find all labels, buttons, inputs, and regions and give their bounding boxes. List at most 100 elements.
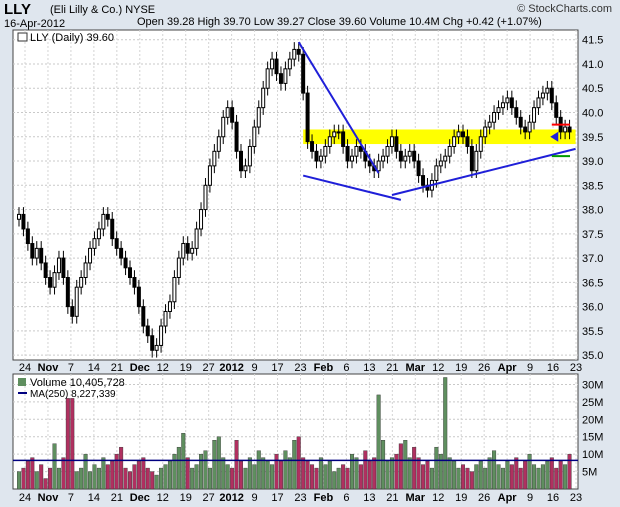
price-x-label: 17 xyxy=(271,362,283,374)
volume-bar xyxy=(292,440,297,490)
volume-x-label: Apr xyxy=(498,492,518,504)
price-x-label: Mar xyxy=(406,362,426,374)
candle-body xyxy=(65,277,70,308)
price-x-label: 16 xyxy=(547,362,559,374)
candle-body xyxy=(389,136,394,147)
candle-body xyxy=(119,247,124,259)
volume-bar xyxy=(141,457,146,490)
volume-bar xyxy=(323,464,328,490)
volume-bar xyxy=(367,460,372,490)
price-x-label: 21 xyxy=(386,362,398,374)
candle-body xyxy=(310,141,315,152)
volume-bar xyxy=(500,467,505,490)
volume-bar xyxy=(532,464,537,490)
candle-body xyxy=(25,228,30,245)
candle-body xyxy=(96,228,101,240)
candle-body xyxy=(199,209,204,230)
volume-bar xyxy=(443,377,448,490)
candle-body xyxy=(518,116,523,128)
price-tick-label: 40.5 xyxy=(582,83,603,95)
candle-body xyxy=(278,73,283,84)
volume-tick-label: 5M xyxy=(582,467,597,479)
volume-x-label: 6 xyxy=(343,492,349,504)
company-label: (Eli Lilly & Co.) xyxy=(50,4,123,16)
price-panel xyxy=(12,29,579,361)
candle-body xyxy=(523,126,528,133)
candle-body xyxy=(540,92,545,99)
volume-bar xyxy=(385,460,390,490)
volume-bar xyxy=(407,457,412,490)
volume-bar xyxy=(110,460,115,490)
volume-bar xyxy=(172,453,177,490)
candle-body xyxy=(274,58,279,75)
volume-bar xyxy=(114,453,119,490)
price-legend: LLY (Daily) 39.60 xyxy=(30,32,114,44)
volume-bar xyxy=(567,453,572,490)
candle-body xyxy=(350,155,354,162)
candle-body xyxy=(176,257,181,278)
candle-body xyxy=(167,301,172,312)
candle-body xyxy=(496,107,501,113)
price-x-label: 12 xyxy=(157,362,169,374)
volume-bar xyxy=(487,457,492,490)
volume-bar xyxy=(230,467,235,490)
volume-x-label: 21 xyxy=(386,492,398,504)
volume-bar xyxy=(318,457,323,490)
volume-bar xyxy=(154,474,159,490)
candle-body xyxy=(79,277,84,288)
volume-bar xyxy=(518,467,523,490)
candle-body xyxy=(243,165,248,172)
volume-bar xyxy=(314,467,319,490)
candle-body xyxy=(292,48,297,60)
volume-bar xyxy=(181,433,186,490)
candle-body xyxy=(465,136,470,147)
candle-body xyxy=(443,155,448,162)
volume-bar xyxy=(514,457,519,490)
candle-body xyxy=(252,126,257,147)
price-tick-label: 41.5 xyxy=(582,35,603,47)
candle-body xyxy=(509,97,514,109)
volume-bar xyxy=(438,453,443,490)
volume-bar xyxy=(492,450,497,490)
price-x-label: 14 xyxy=(88,362,100,374)
candle-body xyxy=(412,150,417,162)
volume-bar xyxy=(34,471,39,490)
volume-x-label: Feb xyxy=(314,492,334,504)
volume-bar xyxy=(341,464,346,490)
candle-body xyxy=(216,136,221,152)
candle-body xyxy=(52,272,57,288)
candle-body xyxy=(225,107,230,118)
candle-body xyxy=(327,136,332,147)
volume-bar xyxy=(48,467,53,490)
volume-x-label: 19 xyxy=(455,492,467,504)
candle-body xyxy=(456,131,461,138)
volume-x-label: 17 xyxy=(271,492,283,504)
volume-bar xyxy=(247,457,252,490)
volume-x-label: 12 xyxy=(157,492,169,504)
candle-body xyxy=(332,131,337,138)
price-tick-label: 41.0 xyxy=(582,59,603,71)
volume-x-label: 9 xyxy=(252,492,258,504)
volume-x-label: Nov xyxy=(38,492,60,504)
volume-bar xyxy=(79,467,84,490)
price-tick-label: 38.0 xyxy=(582,205,603,217)
price-x-label: 21 xyxy=(111,362,123,374)
candle-body xyxy=(92,238,97,249)
candle-body xyxy=(203,184,208,211)
volume-x-label: 19 xyxy=(180,492,192,504)
candle-body xyxy=(447,145,452,157)
volume-bar xyxy=(52,443,57,490)
volume-x-label: Mar xyxy=(406,492,426,504)
price-x-label: 6 xyxy=(343,362,349,374)
price-x-label: 7 xyxy=(68,362,74,374)
volume-x-label: 14 xyxy=(88,492,100,504)
volume-bar xyxy=(558,460,563,490)
volume-bar xyxy=(119,446,124,490)
price-x-label: 23 xyxy=(294,362,306,374)
volume-bar xyxy=(216,436,221,490)
candle-body xyxy=(154,344,159,351)
quote-summary: Open 39.28 High 39.70 Low 39.27 Close 39… xyxy=(137,16,542,28)
candle-body xyxy=(221,116,226,138)
candle-body xyxy=(185,243,190,254)
